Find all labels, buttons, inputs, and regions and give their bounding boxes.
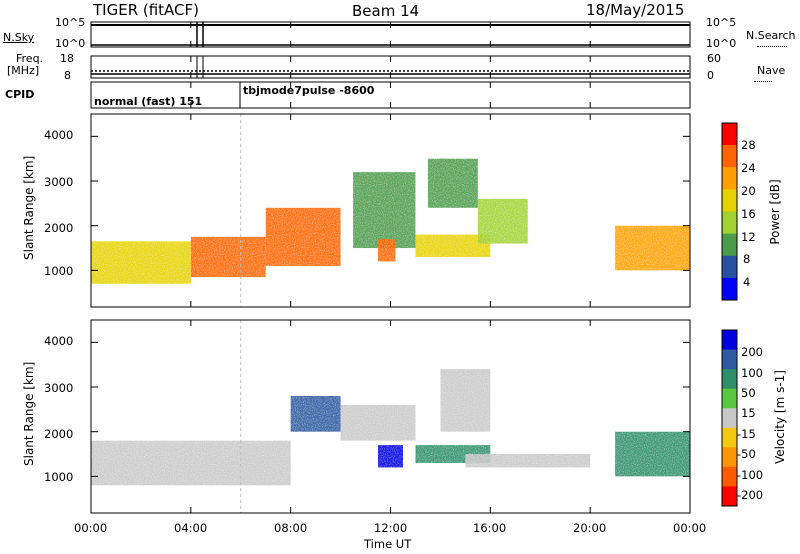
nave-tick-top-right: 60 xyxy=(707,52,721,65)
power-ytick-3000: 3000 xyxy=(44,175,74,189)
chart-title-date: 18/May/2015 xyxy=(586,1,685,19)
velocity-ytick-4000: 4000 xyxy=(44,334,74,348)
power-cbar-tick-28: 28 xyxy=(741,138,756,152)
velocity-cbar-swatch-4 xyxy=(722,408,737,429)
power-heatmap xyxy=(91,114,690,307)
velocity-ytick-1000: 1000 xyxy=(44,470,74,484)
power-cbar-tick-12: 12 xyxy=(741,230,756,244)
nave-label: Nave xyxy=(757,64,786,77)
freq-tick-top-left: 18 xyxy=(60,52,74,65)
cpid-mode-1: normal (fast) 151 xyxy=(94,95,203,108)
velocity-cbar-swatch-2 xyxy=(722,369,737,390)
power-cbar-swatch-4 xyxy=(722,211,737,235)
power-cbar-frame xyxy=(721,122,738,301)
freq-tick-bottom-left: 8 xyxy=(64,69,71,82)
xtick-2400: 00:00 xyxy=(673,521,707,535)
power-cbar-swatch-7 xyxy=(722,277,737,301)
xtick-0400: 04:00 xyxy=(174,521,208,535)
xtick-0000: 00:00 xyxy=(74,521,108,535)
power-ytick-2000: 2000 xyxy=(44,221,74,235)
power-cbar-label: Power [dB] xyxy=(768,179,782,245)
xtick-1600: 16:00 xyxy=(473,521,507,535)
power-cbar-swatch-2 xyxy=(722,167,737,190)
nsky-tick-bottom-left: 10^0 xyxy=(55,37,86,50)
velocity-cbar-tick-neg200: -200 xyxy=(737,488,764,502)
velocity-cbar-swatch-7 xyxy=(722,466,737,487)
power-cbar-tick-8: 8 xyxy=(743,252,751,266)
velocity-cbar-tick-neg15: -15 xyxy=(737,427,756,441)
xtick-2000: 20:00 xyxy=(573,521,607,535)
cpid-label: CPID xyxy=(5,88,35,101)
velocity-cbar-tick-neg100: -100 xyxy=(737,468,764,482)
power-cbar-tick-16: 16 xyxy=(741,207,756,221)
velocity-ylabel: Slant Range [km] xyxy=(22,361,36,466)
power-cbar-tick-4: 4 xyxy=(743,275,751,289)
velocity-cbar-tick-200: 200 xyxy=(741,345,763,359)
power-ytick-1000: 1000 xyxy=(44,264,74,278)
velocity-cbar-frame xyxy=(721,329,738,507)
chart-title-beam: Beam 14 xyxy=(352,2,420,20)
velocity-cbar-tick-15: 15 xyxy=(741,406,756,420)
xtick-1200: 12:00 xyxy=(374,521,408,535)
power-speckle-texture xyxy=(91,114,690,307)
power-cbar-swatch-0 xyxy=(722,123,737,146)
freq-label: Freq. xyxy=(16,52,44,65)
nsky-tick-top-left: 10^5 xyxy=(55,16,86,29)
xtick-0800: 08:00 xyxy=(274,521,308,535)
nsearch-legend-dots xyxy=(757,46,787,47)
velocity-ytick-2000: 2000 xyxy=(44,427,74,441)
chart-title-radar: TIGER (fitACF) xyxy=(93,1,200,19)
freq-unit-label: [MHz] xyxy=(7,64,40,77)
power-cbar-swatch-1 xyxy=(722,145,737,168)
velocity-colorbar xyxy=(721,329,738,507)
nsky-tick-bottom-right: 10^0 xyxy=(706,37,737,50)
nsky-label: N.Sky xyxy=(3,31,35,44)
xlabel: Time UT xyxy=(364,537,412,551)
power-ylabel: Slant Range [km] xyxy=(22,155,36,260)
velocity-cbar-swatch-6 xyxy=(722,447,737,468)
velocity-cbar-tick-50: 50 xyxy=(741,386,756,400)
velocity-cbar-tick-100: 100 xyxy=(741,366,763,380)
velocity-ytick-3000: 3000 xyxy=(44,381,74,395)
power-cbar-swatch-3 xyxy=(722,189,737,212)
power-cbar-tick-20: 20 xyxy=(741,184,756,198)
velocity-heatmap xyxy=(91,320,690,513)
velocity-cbar-swatch-1 xyxy=(722,349,737,370)
velocity-cbar-label: Velocity [m s-1] xyxy=(773,370,787,464)
power-ytick-4000: 4000 xyxy=(44,128,74,142)
nave-tick-bottom-right: 0 xyxy=(707,69,714,82)
power-cbar-swatch-6 xyxy=(722,255,737,279)
velocity-cbar-swatch-0 xyxy=(722,330,737,351)
velocity-cbar-tick-neg50: -50 xyxy=(737,447,756,461)
cpid-mode-2: tbjmode7pulse -8600 xyxy=(243,84,375,97)
power-colorbar xyxy=(721,122,738,301)
power-cbar-tick-24: 24 xyxy=(741,161,756,175)
velocity-speckle-texture xyxy=(91,320,690,513)
nave-legend-dots xyxy=(754,81,772,82)
velocity-cbar-swatch-3 xyxy=(722,388,737,409)
axis-ticks xyxy=(90,22,691,513)
nsearch-label: N.Search xyxy=(746,29,796,42)
power-cbar-swatch-5 xyxy=(722,233,737,257)
velocity-cbar-swatch-8 xyxy=(722,486,737,507)
nsky-tick-top-right: 10^5 xyxy=(706,16,737,29)
velocity-cbar-swatch-5 xyxy=(722,427,737,448)
